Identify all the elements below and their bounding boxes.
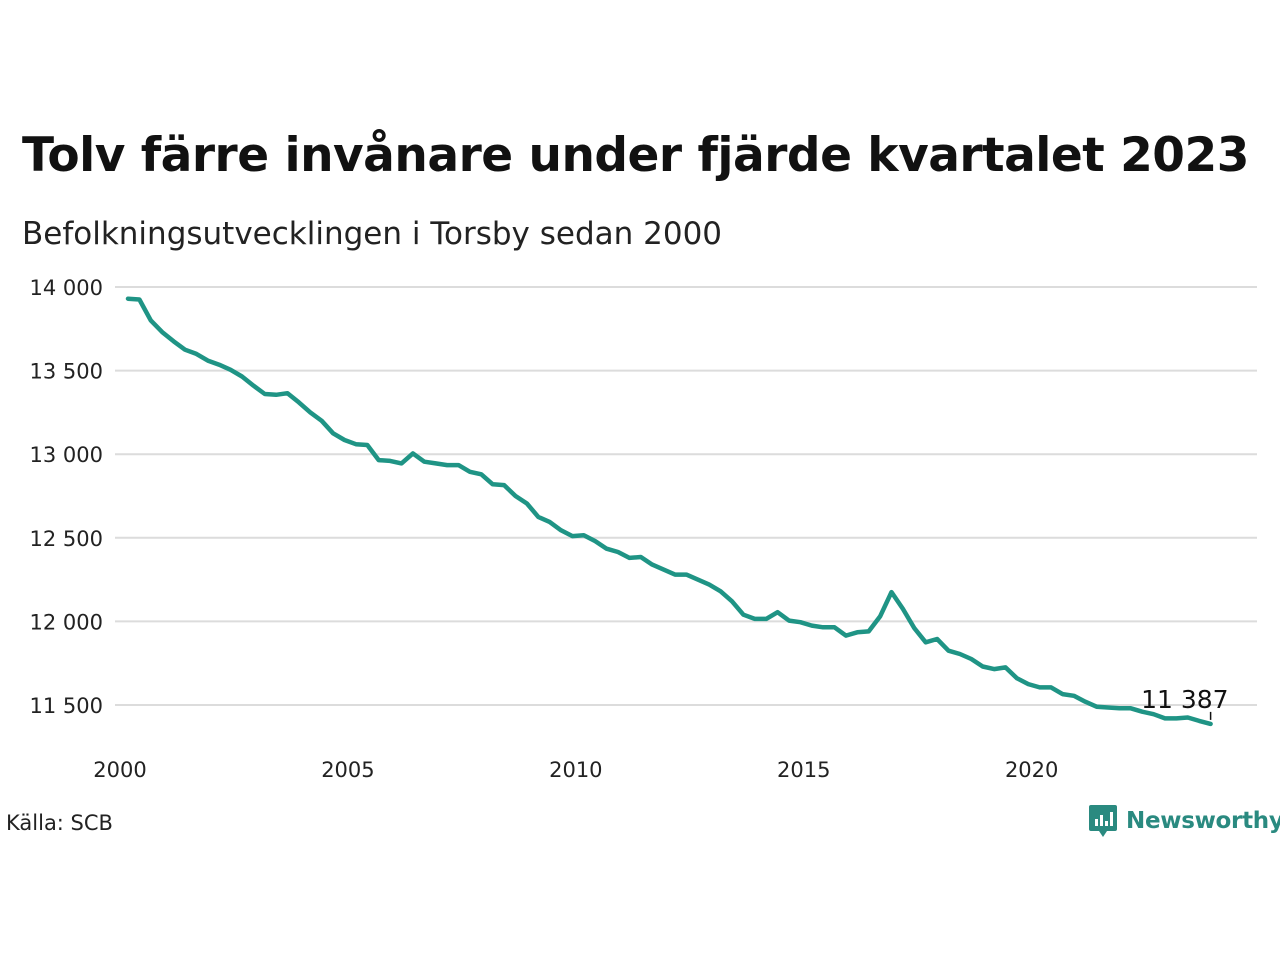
y-axis-ticks: 11 500 12 000 12 500 13 000 13 500 14 000 — [30, 276, 103, 718]
end-value-label: 11 387 — [1141, 685, 1228, 714]
x-tick-label: 2015 — [777, 758, 830, 782]
chart-subtitle: Befolkningsutvecklingen i Torsby sedan 2… — [22, 216, 723, 252]
x-tick-label: 2000 — [93, 758, 146, 782]
y-tick-label: 12 500 — [30, 527, 103, 551]
series-group — [125, 296, 1213, 727]
newsworthy-logo-icon — [1089, 805, 1117, 837]
source-note: Källa: SCB — [6, 811, 113, 835]
x-axis-ticks: 2000 2005 2010 2015 2020 — [93, 758, 1058, 782]
x-tick-label: 2005 — [321, 758, 374, 782]
grid-lines — [115, 286, 1257, 706]
annotations: 11 387 — [1141, 685, 1229, 720]
y-tick-label: 13 500 — [30, 360, 103, 384]
y-tick-label: 13 000 — [30, 443, 103, 467]
y-tick-label: 14 000 — [30, 276, 103, 300]
brand-name: Newsworthy — [1126, 808, 1280, 834]
line-chart: 11 500 12 000 12 500 13 000 13 500 14 000 200… — [30, 276, 1257, 782]
y-tick-label: 12 000 — [30, 610, 103, 634]
x-tick-label: 2010 — [549, 758, 602, 782]
series-line — [125, 296, 1213, 727]
chart-title: Tolv färre invånare under fjärde kvartal… — [22, 128, 1249, 183]
brand-logo: Newsworthy — [1088, 803, 1280, 839]
y-tick-label: 11 500 — [30, 694, 103, 718]
x-tick-label: 2020 — [1005, 758, 1058, 782]
